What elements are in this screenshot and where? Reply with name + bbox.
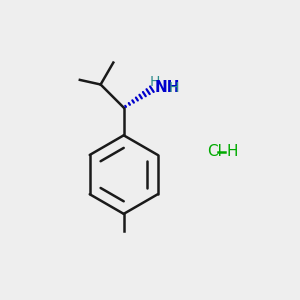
Text: H: H [226, 144, 238, 159]
Text: NH: NH [155, 80, 180, 95]
Text: Cl: Cl [207, 144, 222, 159]
Text: H: H [150, 74, 160, 88]
Text: H: H [168, 81, 179, 95]
